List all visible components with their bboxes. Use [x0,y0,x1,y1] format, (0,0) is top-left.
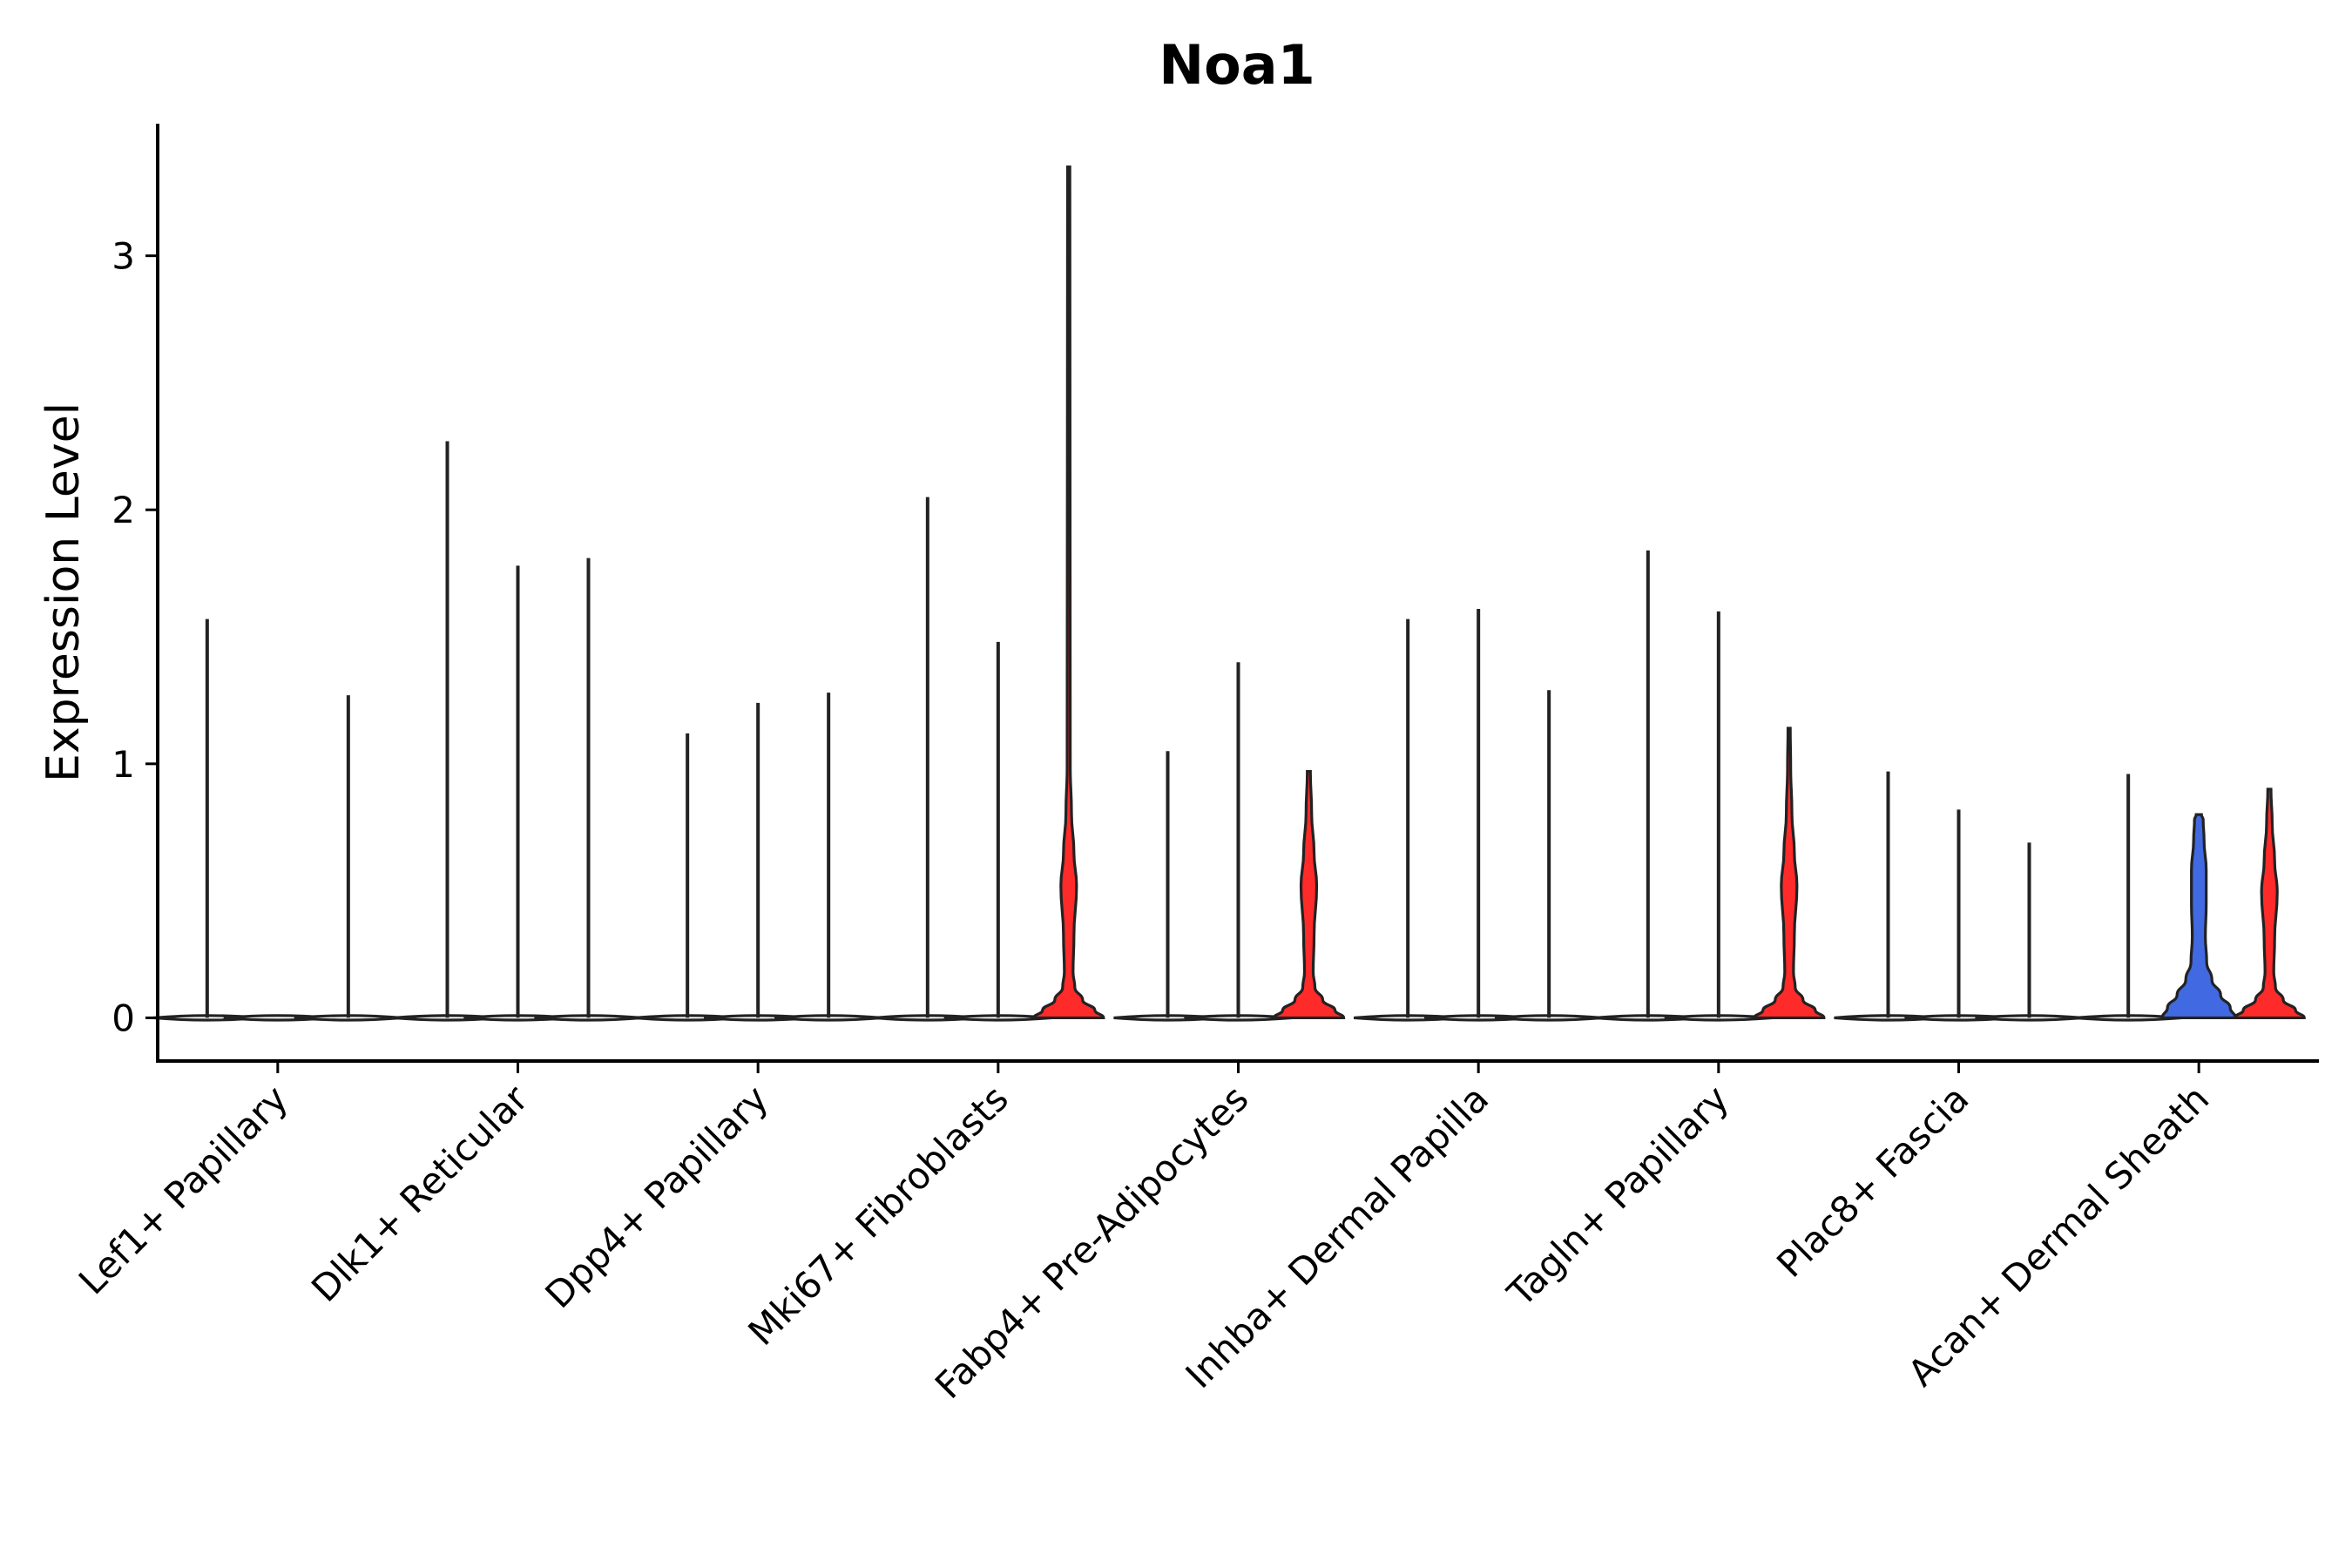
y-tick-label: 3 [112,235,135,278]
violin-group [393,441,643,1022]
y-axis-label: Expression Level [37,402,90,782]
violin-body [1272,769,1346,1020]
violin-group [1593,550,1826,1022]
violin-body [1753,727,1826,1020]
y-tick-label: 0 [112,997,135,1039]
violins-layer [152,165,2306,1022]
violin-group [2074,774,2306,1022]
chart-title: Noa1 [1159,33,1315,97]
violin-group [873,165,1105,1022]
violin-body [2160,813,2237,1020]
violin-body [2233,787,2306,1020]
y-ticks: 0 1 2 3 [112,235,158,1039]
violin-group [1113,662,1346,1022]
violin-group [1834,771,2084,1022]
violin-body [1032,165,1105,1020]
y-tick-label: 2 [112,489,135,531]
y-tick-label: 1 [112,743,135,786]
violin-group [1354,608,1604,1022]
